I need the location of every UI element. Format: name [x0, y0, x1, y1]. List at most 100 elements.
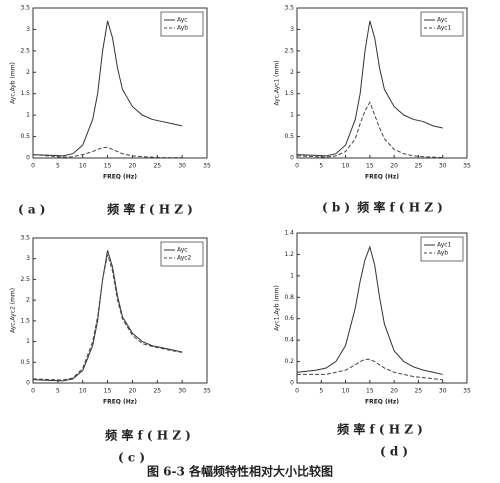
x-tick-label: 15 [366, 388, 374, 395]
series-line [296, 101, 443, 159]
y-tick-label: 2 [290, 69, 294, 76]
y-tick-label: 3 [26, 255, 30, 262]
legend-box [420, 236, 464, 262]
y-tick-label: 1 [26, 338, 30, 345]
caption-text: 频 率 f ( H Z ) [105, 428, 191, 443]
legend-label: Ayb [437, 250, 448, 257]
y-axis-label: Ayc1,Ayb (mm) [274, 285, 281, 331]
plot-frame [32, 237, 208, 384]
series-line [296, 245, 443, 375]
legend-box [420, 11, 464, 37]
x-tick-label: 0 [31, 163, 35, 170]
y-tick-label: 2.5 [20, 47, 30, 54]
series-line [32, 20, 183, 157]
y-tick-label: 3.5 [284, 5, 294, 12]
y-tick-label: 2 [26, 297, 30, 304]
y-tick-label: 1.4 [284, 230, 294, 237]
y-tick-label: 3.5 [20, 5, 30, 12]
y-axis-label: Ayc,Ayc2 (mm) [10, 288, 17, 333]
x-tick-label: 0 [295, 163, 299, 170]
y-tick-label: 0.5 [284, 133, 294, 140]
x-tick-label: 25 [153, 388, 161, 395]
x-tick-label: 5 [319, 388, 323, 395]
legend-label: Ayb [177, 25, 188, 32]
x-tick-label: 30 [439, 163, 447, 170]
x-tick-label: 35 [203, 388, 211, 395]
x-axis-label: FREQ (Hz) [103, 174, 137, 181]
y-tick-label: 2 [26, 69, 30, 76]
x-tick-label: 5 [56, 388, 60, 395]
caption-text: 频 率 f ( H Z ) [337, 422, 423, 437]
x-tick-label: 10 [79, 163, 87, 170]
x-tick-label: 5 [319, 163, 323, 170]
x-tick-label: 10 [342, 388, 350, 395]
y-tick-label: 0.2 [284, 358, 294, 365]
x-tick-label: 35 [203, 163, 211, 170]
caption-text: 频 率 f ( H Z ) [107, 202, 193, 217]
x-tick-label: 35 [463, 163, 471, 170]
plot-frame [296, 7, 468, 159]
y-tick-label: 1 [290, 272, 294, 279]
x-tick-label: 30 [178, 163, 186, 170]
x-tick-label: 0 [31, 388, 35, 395]
x-tick-label: 20 [129, 163, 137, 170]
x-tick-label: 0 [295, 388, 299, 395]
y-tick-label: 0.5 [20, 133, 30, 140]
x-tick-label: 30 [178, 388, 186, 395]
y-tick-label: 1.5 [20, 317, 30, 324]
x-tick-label: 15 [104, 388, 112, 395]
plot-frame [32, 7, 208, 159]
x-tick-label: 20 [390, 388, 398, 395]
y-tick-label: 3 [26, 26, 30, 33]
x-tick-label: 25 [415, 388, 423, 395]
legend-label: Ayc [177, 17, 188, 24]
y-tick-label: 2.5 [20, 276, 30, 283]
legend-box [160, 11, 204, 37]
x-tick-label: 30 [439, 388, 447, 395]
x-tick-label: 25 [153, 163, 161, 170]
caption-label: ( c ) [118, 451, 145, 465]
legend-label: Ayc1 [437, 25, 452, 32]
y-tick-label: 0 [290, 380, 294, 387]
y-tick-label: 1 [290, 112, 294, 119]
x-tick-label: 10 [342, 163, 350, 170]
y-tick-label: 0 [26, 380, 30, 387]
legend-label: Ayc1 [437, 242, 452, 249]
x-tick-label: 20 [390, 163, 398, 170]
y-tick-label: 0.5 [20, 359, 30, 366]
x-tick-label: 10 [79, 388, 87, 395]
caption-label: ( d ) [380, 445, 408, 459]
x-axis-label: FREQ (Hz) [365, 399, 399, 406]
caption-text: 频 率 f ( H Z ) [357, 200, 443, 215]
y-tick-label: 1.2 [284, 251, 294, 258]
x-tick-label: 5 [56, 163, 60, 170]
x-tick-label: 25 [415, 163, 423, 170]
x-tick-label: 15 [104, 163, 112, 170]
series-line [296, 20, 443, 157]
legend-box [160, 241, 204, 267]
series-line [297, 358, 443, 381]
y-tick-label: 3 [290, 26, 294, 33]
x-tick-label: 15 [366, 163, 374, 170]
caption-label: ( b ) [322, 201, 350, 215]
y-tick-label: 0.6 [284, 315, 294, 322]
x-tick-label: 20 [129, 388, 137, 395]
series-line [32, 254, 183, 381]
y-tick-label: 0.8 [284, 294, 294, 301]
y-axis-label: Ayc,Ayc1 (mm) [274, 60, 281, 105]
legend-label: Ayc2 [177, 255, 192, 262]
plot-frame [296, 232, 468, 384]
y-tick-label: 0.4 [284, 337, 294, 344]
y-tick-label: 1.5 [20, 90, 30, 97]
y-tick-label: 0 [290, 155, 294, 162]
x-axis-label: FREQ (Hz) [103, 399, 137, 406]
y-tick-label: 1.5 [284, 90, 294, 97]
y-tick-label: 0 [26, 155, 30, 162]
series-line [32, 146, 183, 159]
y-tick-label: 3.5 [20, 235, 30, 242]
legend-label: Ayc [177, 247, 188, 254]
x-axis-label: FREQ (Hz) [365, 174, 399, 181]
y-tick-label: 2.5 [284, 47, 294, 54]
